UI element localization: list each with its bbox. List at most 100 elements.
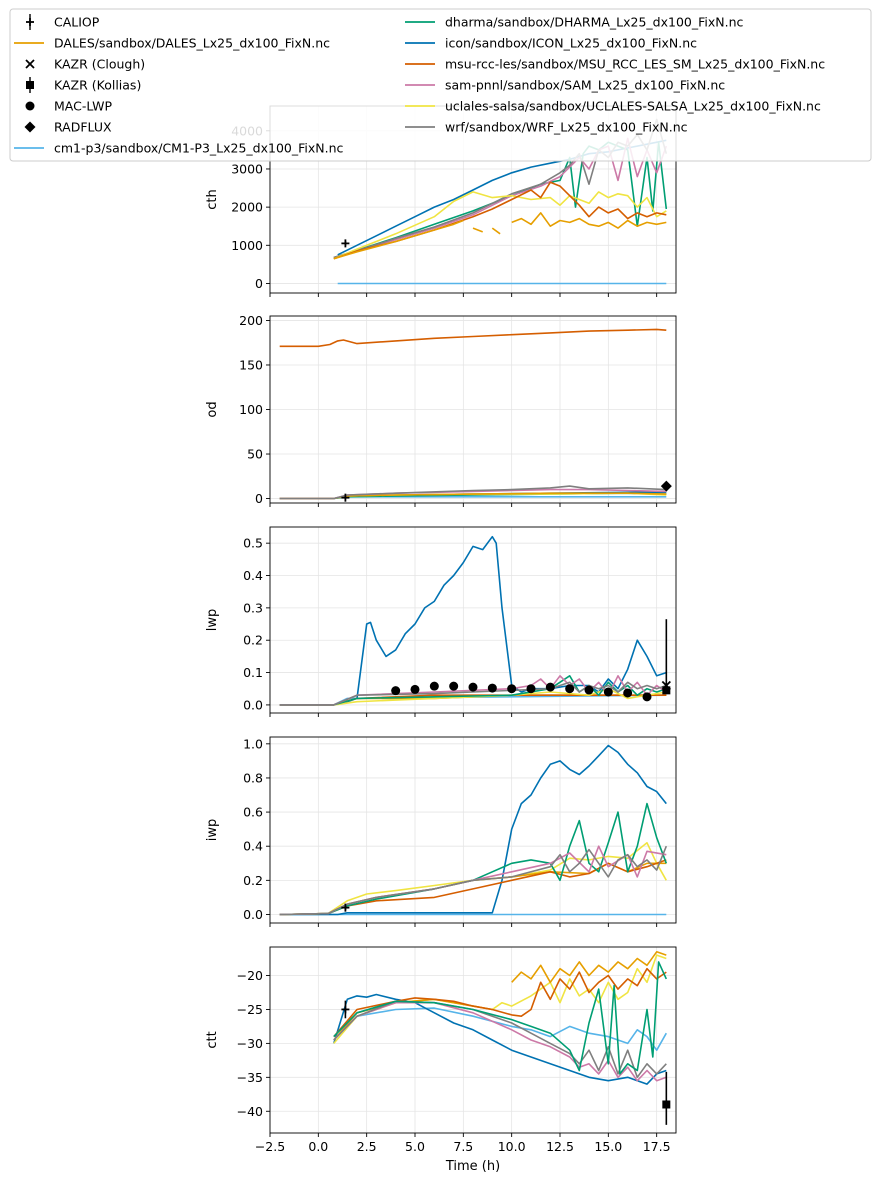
x-tick-label: 0.0 [308,1139,328,1154]
y-tick-label: 0.3 [243,600,263,615]
legend-label: KAZR (Kollias) [54,78,141,93]
series-line-uclales [333,191,667,260]
legend-item: MAC-LWP [25,99,113,114]
series-line-uclales [279,687,667,706]
y-tick-label: 0.2 [243,633,263,648]
x-tick-label: 17.5 [643,1139,671,1154]
legend-label: sam-pnnl/sandbox/SAM_Lx25_dx100_FixN.nc [445,78,725,93]
marker-circle [642,692,652,702]
axes-frame [269,946,677,1134]
series-line-dharma [279,802,668,916]
marker-diamond [660,480,672,492]
legend-item: KAZR (Kollias) [26,77,141,93]
y-tick-label: 0 [255,491,263,506]
series-line-DALES [511,212,667,229]
y-tick-label: 200 [239,313,263,328]
legend-marker-circle [25,101,35,111]
legend-item: KAZR (Clough) [25,57,145,72]
series-line-DALES [511,950,667,984]
marker-circle [603,687,613,697]
chart-panels: 01000200030004000cth050100150200od0.00.1… [205,105,677,1174]
legend-item: icon/sandbox/ICON_Lx25_dx100_FixN.nc [405,36,697,51]
legend-item: CALIOP [26,14,100,30]
y-tick-label: 1000 [231,238,263,253]
y-tick-label: 0.4 [243,568,263,583]
x-tick-label: 2.5 [357,1139,377,1154]
series-line-sam [279,674,667,706]
y-axis-label: iwp [205,819,220,842]
marker-circle [623,688,633,698]
y-tick-label: 0.0 [243,907,263,922]
series-line-DALES [472,227,483,233]
y-tick-label: 0.0 [243,697,263,712]
y-tick-label: 150 [239,357,263,372]
legend-marker-x [25,59,35,69]
legend-item: DALES/sandbox/DALES_Lx25_dx100_FixN.nc [14,36,330,51]
y-axis-label: lwp [205,609,220,632]
panel-lwp: 0.0 0.1 0.2 0.3 0.4 0.5 lwp [205,526,677,717]
legend-label: uclales-salsa/sandbox/UCLALES-SALSA_Lx25… [445,99,821,114]
y-tick-label: 50 [247,447,263,462]
marker-circle [391,686,401,696]
series-line-wrf [279,845,668,916]
legend-label: wrf/sandbox/WRF_Lx25_dx100_FixN.nc [445,120,688,135]
series-line-icon [279,744,667,916]
marker-circle [526,684,536,694]
axes-frame [269,526,677,714]
marker-plus [341,1005,350,1014]
series-line-wrf [279,681,667,706]
marker-circle [507,684,517,694]
y-tick-label: −35 [237,1070,263,1085]
legend-item: cm1-p3/sandbox/CM1-P3_Lx25_dx100_FixN.nc [14,141,344,156]
marker-plus [341,239,350,248]
series-line-msu [333,967,667,1038]
marker-square [662,1100,671,1109]
y-tick-label: 1.0 [243,736,263,751]
legend-item: msu-rcc-les/sandbox/MSU_RCC_LES_SM_Lx25_… [405,57,825,72]
marker-circle [545,682,555,692]
y-tick-label: 2000 [231,200,263,215]
series-line-wrf [279,485,667,500]
y-tick-label: 0 [255,276,263,291]
legend-label: cm1-p3/sandbox/CM1-P3_Lx25_dx100_FixN.nc [54,141,344,156]
x-tick-label: 7.5 [453,1139,473,1154]
x-tick-label: 12.5 [546,1139,574,1154]
series-group [333,950,668,1085]
marker-circle [487,683,497,693]
legend-label: dharma/sandbox/DHARMA_Lx25_dx100_FixN.nc [445,15,744,30]
marker-square [662,686,671,695]
legend: CALIOP DALES/sandbox/DALES_Lx25_dx100_Fix… [9,8,872,162]
y-tick-label: 0.1 [243,665,263,680]
legend-label: icon/sandbox/ICON_Lx25_dx100_FixN.nc [445,36,697,51]
x-tick-label: −2.5 [255,1139,285,1154]
y-tick-label: −25 [237,1002,263,1017]
series-line-sam [333,137,668,259]
marker-plus [341,493,350,502]
marker-plus [341,903,350,912]
y-tick-label: 100 [239,402,263,417]
y-tick-label: 3000 [231,161,263,176]
x-tick-label: 5.0 [405,1139,425,1154]
legend-label: MAC-LWP [54,99,113,114]
x-tick-label: 15.0 [594,1139,622,1154]
series-group [279,535,667,706]
legend-marker-square [26,81,34,89]
y-tick-label: −40 [237,1104,263,1119]
legend-item: RADFLUX [24,120,112,135]
series-group [279,328,667,500]
y-tick-label: 0.2 [243,873,263,888]
legend-item: dharma/sandbox/DHARMA_Lx25_dx100_FixN.nc [405,15,744,30]
x-tick-label: 10.0 [498,1139,526,1154]
y-tick-label: 0.5 [243,536,263,551]
y-axis-label: od [205,401,220,417]
legend-label: RADFLUX [54,120,112,135]
axes-frame [269,736,677,924]
legend-label: KAZR (Clough) [54,57,145,72]
marker-circle [429,681,439,691]
legend-item: wrf/sandbox/WRF_Lx25_dx100_FixN.nc [405,120,688,135]
panel-od: 0 50 100 150 200 od [205,313,677,507]
series-line-dharma [333,961,668,1075]
panel-ctt: −2.5 0.0 2.5 5.0 7.5 10.0 12.5 15.0 17.5 −40 −35 −3… [205,946,677,1174]
legend-marker-plus [26,18,34,26]
